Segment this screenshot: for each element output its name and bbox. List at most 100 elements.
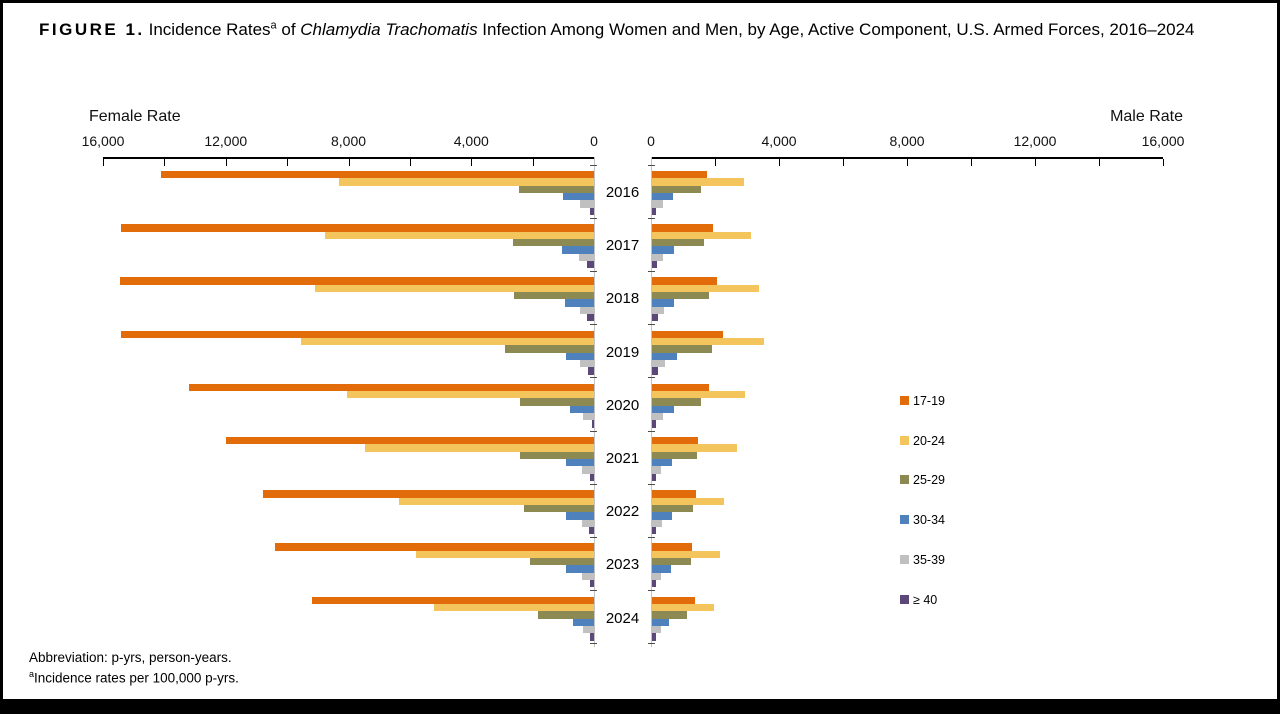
legend-label: 25-29 <box>913 473 945 488</box>
bar-female-20-24-2019 <box>300 337 594 346</box>
female-category-tick <box>590 270 597 272</box>
female-axis-tick-label: 8,000 <box>330 133 367 149</box>
female-category-tick <box>590 590 597 592</box>
bar-female-25-29-2023 <box>530 558 594 566</box>
bar-female-25-29-2016 <box>518 185 594 193</box>
bar-female-17-19-2019 <box>121 330 594 338</box>
bar-female-20-24-2017 <box>325 231 594 239</box>
male-category-tick <box>648 324 655 326</box>
bar-male-≥ 40-2018 <box>651 314 659 322</box>
bar-female-35-39-2020 <box>583 413 594 421</box>
bar-female-≥ 40-2021 <box>589 473 594 481</box>
bar-male-20-24-2017 <box>651 231 751 239</box>
bar-male-25-29-2018 <box>651 292 709 300</box>
title-text-2: of <box>276 20 301 39</box>
legend-swatch-icon <box>900 515 909 525</box>
bar-male-35-39-2017 <box>651 253 664 261</box>
bar-male-30-34-2017 <box>651 246 675 254</box>
bar-male-30-34-2020 <box>651 405 675 414</box>
bar-male-17-19-2022 <box>651 490 696 498</box>
year-label-2022: 2022 <box>605 503 640 521</box>
bar-male-30-34-2018 <box>651 299 675 307</box>
year-label-2017: 2017 <box>605 237 640 255</box>
year-label-2021: 2021 <box>605 450 640 467</box>
female-axis-tick-label: 16,000 <box>81 133 125 149</box>
footnote-rates: aIncidence rates per 100,000 p-yrs. <box>29 668 239 686</box>
bar-male-≥ 40-2019 <box>651 367 658 375</box>
legend-swatch-icon <box>900 475 909 485</box>
bar-female-35-39-2022 <box>581 519 594 527</box>
bar-male-20-24-2016 <box>651 178 745 186</box>
bar-female-35-39-2016 <box>580 200 594 208</box>
bar-female-17-19-2024 <box>311 596 594 604</box>
male-axis-tick <box>779 159 780 166</box>
bar-male-17-19-2019 <box>651 330 724 338</box>
bar-female-30-34-2017 <box>562 246 594 254</box>
bar-female-≥ 40-2020 <box>591 420 594 428</box>
male-axis-tick-label: 4,000 <box>761 133 797 149</box>
female-axis-tick <box>287 159 289 166</box>
bar-male-25-29-2024 <box>651 611 688 619</box>
legend-label: 20-24 <box>913 433 945 448</box>
bar-female-25-29-2021 <box>520 451 594 459</box>
bar-male-20-24-2020 <box>651 391 746 399</box>
bar-male-≥ 40-2021 <box>651 473 656 481</box>
title-italic-species: Chlamydia Trachomatis <box>300 20 478 39</box>
title-text-1: Incidence Rates <box>148 20 271 39</box>
title-superscript: a <box>270 19 277 32</box>
bar-male-35-39-2019 <box>651 359 666 368</box>
female-category-tick <box>590 536 597 538</box>
bar-female-30-34-2023 <box>566 565 594 573</box>
legend-label: 17-19 <box>913 394 945 408</box>
female-axis-tick-label: 4,000 <box>453 133 489 149</box>
legend-label: ≥ 40 <box>913 592 938 607</box>
bar-male-17-19-2023 <box>651 543 692 551</box>
bar-male-25-29-2019 <box>651 345 713 353</box>
bar-female-30-34-2019 <box>565 352 594 360</box>
male-axis-tick-label: 16,000 <box>1141 133 1185 149</box>
male-category-tick <box>648 217 655 219</box>
bar-female-≥ 40-2016 <box>590 207 594 215</box>
bar-male-20-24-2018 <box>651 284 759 293</box>
bar-male-20-24-2019 <box>651 337 765 346</box>
bar-male-35-39-2023 <box>651 572 662 581</box>
female-axis-tick <box>594 159 595 166</box>
bar-female-20-24-2016 <box>339 178 594 186</box>
female-axis-tick-label: 12,000 <box>204 133 248 149</box>
female-category-tick <box>590 164 597 166</box>
bar-male-25-29-2022 <box>651 504 693 513</box>
year-label-2018: 2018 <box>605 290 640 308</box>
footnote-abbreviation: Abbreviation: p-yrs, person-years. <box>29 650 232 665</box>
bar-female-35-39-2018 <box>580 306 594 315</box>
male-axis-tick <box>971 159 972 166</box>
figure-number-label: FIGURE 1. <box>39 20 145 39</box>
bar-female-25-29-2017 <box>512 238 594 247</box>
bar-male-30-34-2024 <box>651 618 670 626</box>
bar-female-35-39-2021 <box>581 466 594 474</box>
male-axis-tick <box>1163 159 1164 166</box>
male-category-tick <box>648 483 655 485</box>
legend-swatch-icon <box>900 554 909 564</box>
female-category-tick <box>590 483 597 485</box>
bar-male-35-39-2018 <box>651 306 664 315</box>
male-axis-line <box>651 157 1163 159</box>
bar-male-≥ 40-2022 <box>651 526 656 535</box>
bar-female-35-39-2023 <box>582 572 594 581</box>
bar-female-≥ 40-2024 <box>590 633 594 641</box>
female-axis-tick <box>225 159 227 166</box>
male-axis-tick <box>1099 159 1100 166</box>
bar-female-≥ 40-2023 <box>589 580 594 588</box>
female-category-tick <box>590 217 597 219</box>
male-category-tick <box>648 590 655 592</box>
bar-male-35-39-2020 <box>651 413 663 421</box>
bar-female-17-19-2020 <box>188 383 594 392</box>
male-axis-tick <box>907 159 908 166</box>
bar-female-17-19-2021 <box>225 437 594 445</box>
bar-female-17-19-2018 <box>119 277 594 285</box>
bar-male-35-39-2021 <box>651 466 662 474</box>
bar-female-≥ 40-2017 <box>586 260 594 269</box>
bar-male-20-24-2023 <box>651 550 720 559</box>
female-category-tick <box>590 377 597 379</box>
bar-female-17-19-2022 <box>262 490 594 498</box>
bar-female-20-24-2018 <box>314 284 594 293</box>
